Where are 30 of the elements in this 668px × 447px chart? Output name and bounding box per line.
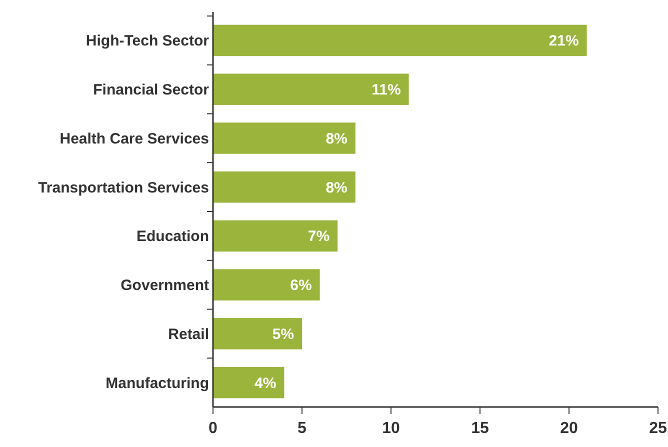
data-label: 8% — [326, 130, 348, 148]
bar — [213, 220, 338, 252]
y-tick-label: Transportation Services — [38, 179, 209, 196]
y-tick-label: Manufacturing — [106, 374, 209, 392]
data-label: 5% — [272, 326, 294, 343]
bar — [213, 24, 587, 56]
x-tick-label: 15 — [471, 420, 489, 437]
x-tick-label: 0 — [208, 420, 218, 437]
data-label: 6% — [290, 277, 312, 294]
data-label: 8% — [326, 179, 348, 196]
x-tick-label: 10 — [382, 420, 400, 437]
bar — [213, 318, 302, 350]
y-tick-label: Financial Sector — [93, 82, 210, 99]
x-tick-label: 25 — [649, 420, 667, 437]
y-tick-label: Health Care Services — [60, 130, 209, 148]
bar — [213, 171, 356, 203]
y-tick-label: Retail — [168, 326, 209, 343]
data-label: 11% — [372, 82, 401, 99]
bar — [213, 269, 320, 300]
x-tick-label: 20 — [560, 420, 578, 437]
bar — [213, 122, 356, 154]
x-tick-label: 5 — [298, 420, 307, 437]
bar — [213, 74, 409, 105]
data-label: 7% — [308, 228, 330, 246]
data-label: 21% — [548, 32, 579, 50]
bar — [213, 366, 284, 398]
y-tick-label: Government — [120, 277, 209, 294]
data-label: 4% — [254, 374, 276, 392]
y-tick-label: High-Tech Sector — [86, 32, 210, 50]
y-tick-label: Education — [136, 228, 209, 246]
